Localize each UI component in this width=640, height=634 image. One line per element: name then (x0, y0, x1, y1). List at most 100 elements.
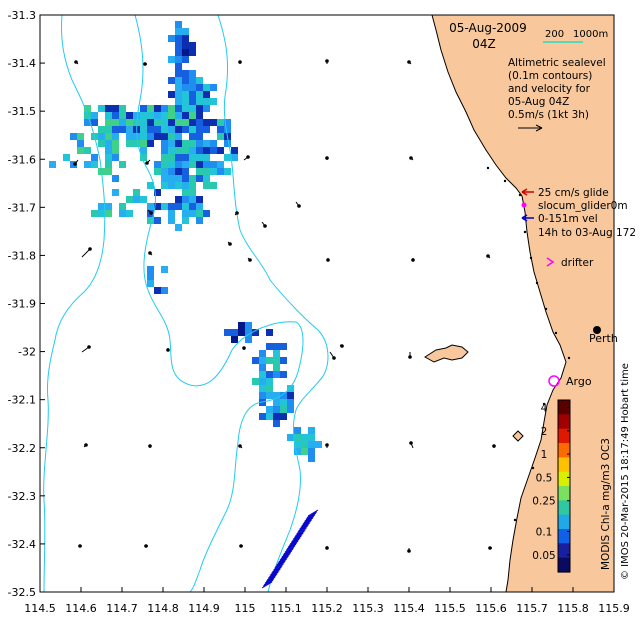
colorbar-segment (558, 563, 570, 567)
chl-pixel (196, 119, 203, 126)
velocity-arrow (238, 444, 243, 449)
chl-pixel (273, 371, 280, 378)
colorbar-frame (557, 399, 571, 573)
colorbar-segment (558, 517, 570, 521)
colorbar-segment (558, 417, 570, 421)
chl-pixel (231, 336, 238, 343)
colorbar-segment (558, 506, 570, 510)
chl-pixel (273, 399, 280, 406)
chl-pixel (203, 84, 210, 91)
chl-pixel (266, 392, 273, 399)
chl-pixel (203, 119, 210, 126)
chl-pixel (147, 133, 154, 140)
glider-vel-stick (280, 552, 292, 559)
chl-pixel (203, 161, 210, 168)
chl-pixel (175, 35, 182, 42)
colorbar-segment (558, 445, 570, 450)
velocity-arrow (145, 159, 151, 165)
colorbar-tick-label: 2 (541, 426, 548, 438)
velocity-arrow (147, 209, 153, 215)
chl-pixel (217, 119, 224, 126)
colorbar-segment (558, 497, 570, 501)
chl-pixel (189, 140, 196, 147)
chl-pixel (231, 147, 238, 154)
chl-pixel (189, 154, 196, 161)
glider-vel-stick (283, 547, 295, 555)
chl-pixel (280, 399, 287, 406)
colorbar-segment (558, 540, 570, 544)
sealevel-note-line-4: 05-Aug 04Z (508, 96, 569, 108)
chl-pixel (168, 203, 175, 210)
x-tick-label: 115.4 (393, 602, 425, 615)
chl-pixel (154, 126, 161, 133)
chl-pixel (182, 84, 189, 91)
chl-pixel (182, 210, 189, 217)
chl-pixel (189, 203, 196, 210)
colorbar-segment (558, 486, 570, 490)
chl-pixel (161, 203, 168, 210)
scale-bar-left-label: 200 (545, 29, 564, 40)
chl-pixel (168, 56, 175, 63)
glider-vel-stick (302, 517, 314, 525)
colorbar-segment (558, 411, 570, 415)
chl-pixel (112, 154, 119, 161)
chl-pixel (273, 350, 280, 357)
map-date: 05-Aug-2009 (449, 21, 527, 35)
chl-pixel (273, 357, 280, 364)
chl-pixel (154, 119, 161, 126)
chl-pixel (175, 154, 182, 161)
chl-pixel (105, 133, 112, 140)
colorbar-segment (558, 557, 570, 562)
colorbar-segment (558, 474, 570, 478)
chl-pixel (147, 273, 154, 280)
glider-vel-stick (261, 581, 273, 589)
chl-pixel (175, 147, 182, 154)
chl-pixel (266, 378, 273, 385)
chl-pixel (273, 343, 280, 350)
chl-pixel (98, 133, 105, 140)
chl-pixel (217, 133, 224, 140)
glider-vel-stick (270, 568, 281, 576)
colorbar-segment (558, 494, 570, 499)
chl-pixel (182, 203, 189, 210)
chl-pixel (168, 140, 175, 147)
glider-vel-stick (300, 521, 311, 528)
chl-pixel (119, 203, 126, 210)
legend: 25 cm/s glide slocum_glider0m 0-151m vel… (521, 187, 636, 269)
chl-pixel (168, 91, 175, 98)
chl-pixel (196, 168, 203, 175)
chl-pixel (161, 154, 168, 161)
chl-pixel (140, 105, 147, 112)
velocity-arrow (143, 62, 147, 66)
chl-pixel (266, 371, 273, 378)
chl-pixel (126, 133, 133, 140)
chl-pixel (224, 126, 231, 133)
chl-pixel (91, 112, 98, 119)
glider-vel-stick (293, 532, 304, 540)
chl-pixel (196, 203, 203, 210)
chl-pixel (147, 105, 154, 112)
colorbar-segment (558, 437, 570, 441)
y-tick-label: -31.3 (8, 9, 36, 22)
chl-pixel (224, 168, 231, 175)
velocity-arrow (329, 351, 336, 360)
chl-pixel (315, 441, 322, 448)
chl-pixel (273, 420, 280, 427)
chl-pixel (259, 357, 266, 364)
chl-pixel (182, 175, 189, 182)
chl-pixel (203, 182, 210, 189)
chl-pixel (196, 217, 203, 224)
velocity-arrow (83, 443, 88, 448)
chl-pixel (77, 147, 84, 154)
glider-vel-stick (304, 514, 316, 522)
chl-pixel (105, 112, 112, 119)
chl-pixel (126, 210, 133, 217)
chl-pixel (308, 448, 315, 455)
chl-pixel (196, 161, 203, 168)
chl-pixel (287, 406, 294, 413)
chl-pixel (175, 112, 182, 119)
colorbar-segment (558, 463, 570, 467)
velocity-arrow (73, 159, 79, 166)
velocity-arrow (148, 251, 153, 256)
velocity-arrow (488, 546, 492, 550)
